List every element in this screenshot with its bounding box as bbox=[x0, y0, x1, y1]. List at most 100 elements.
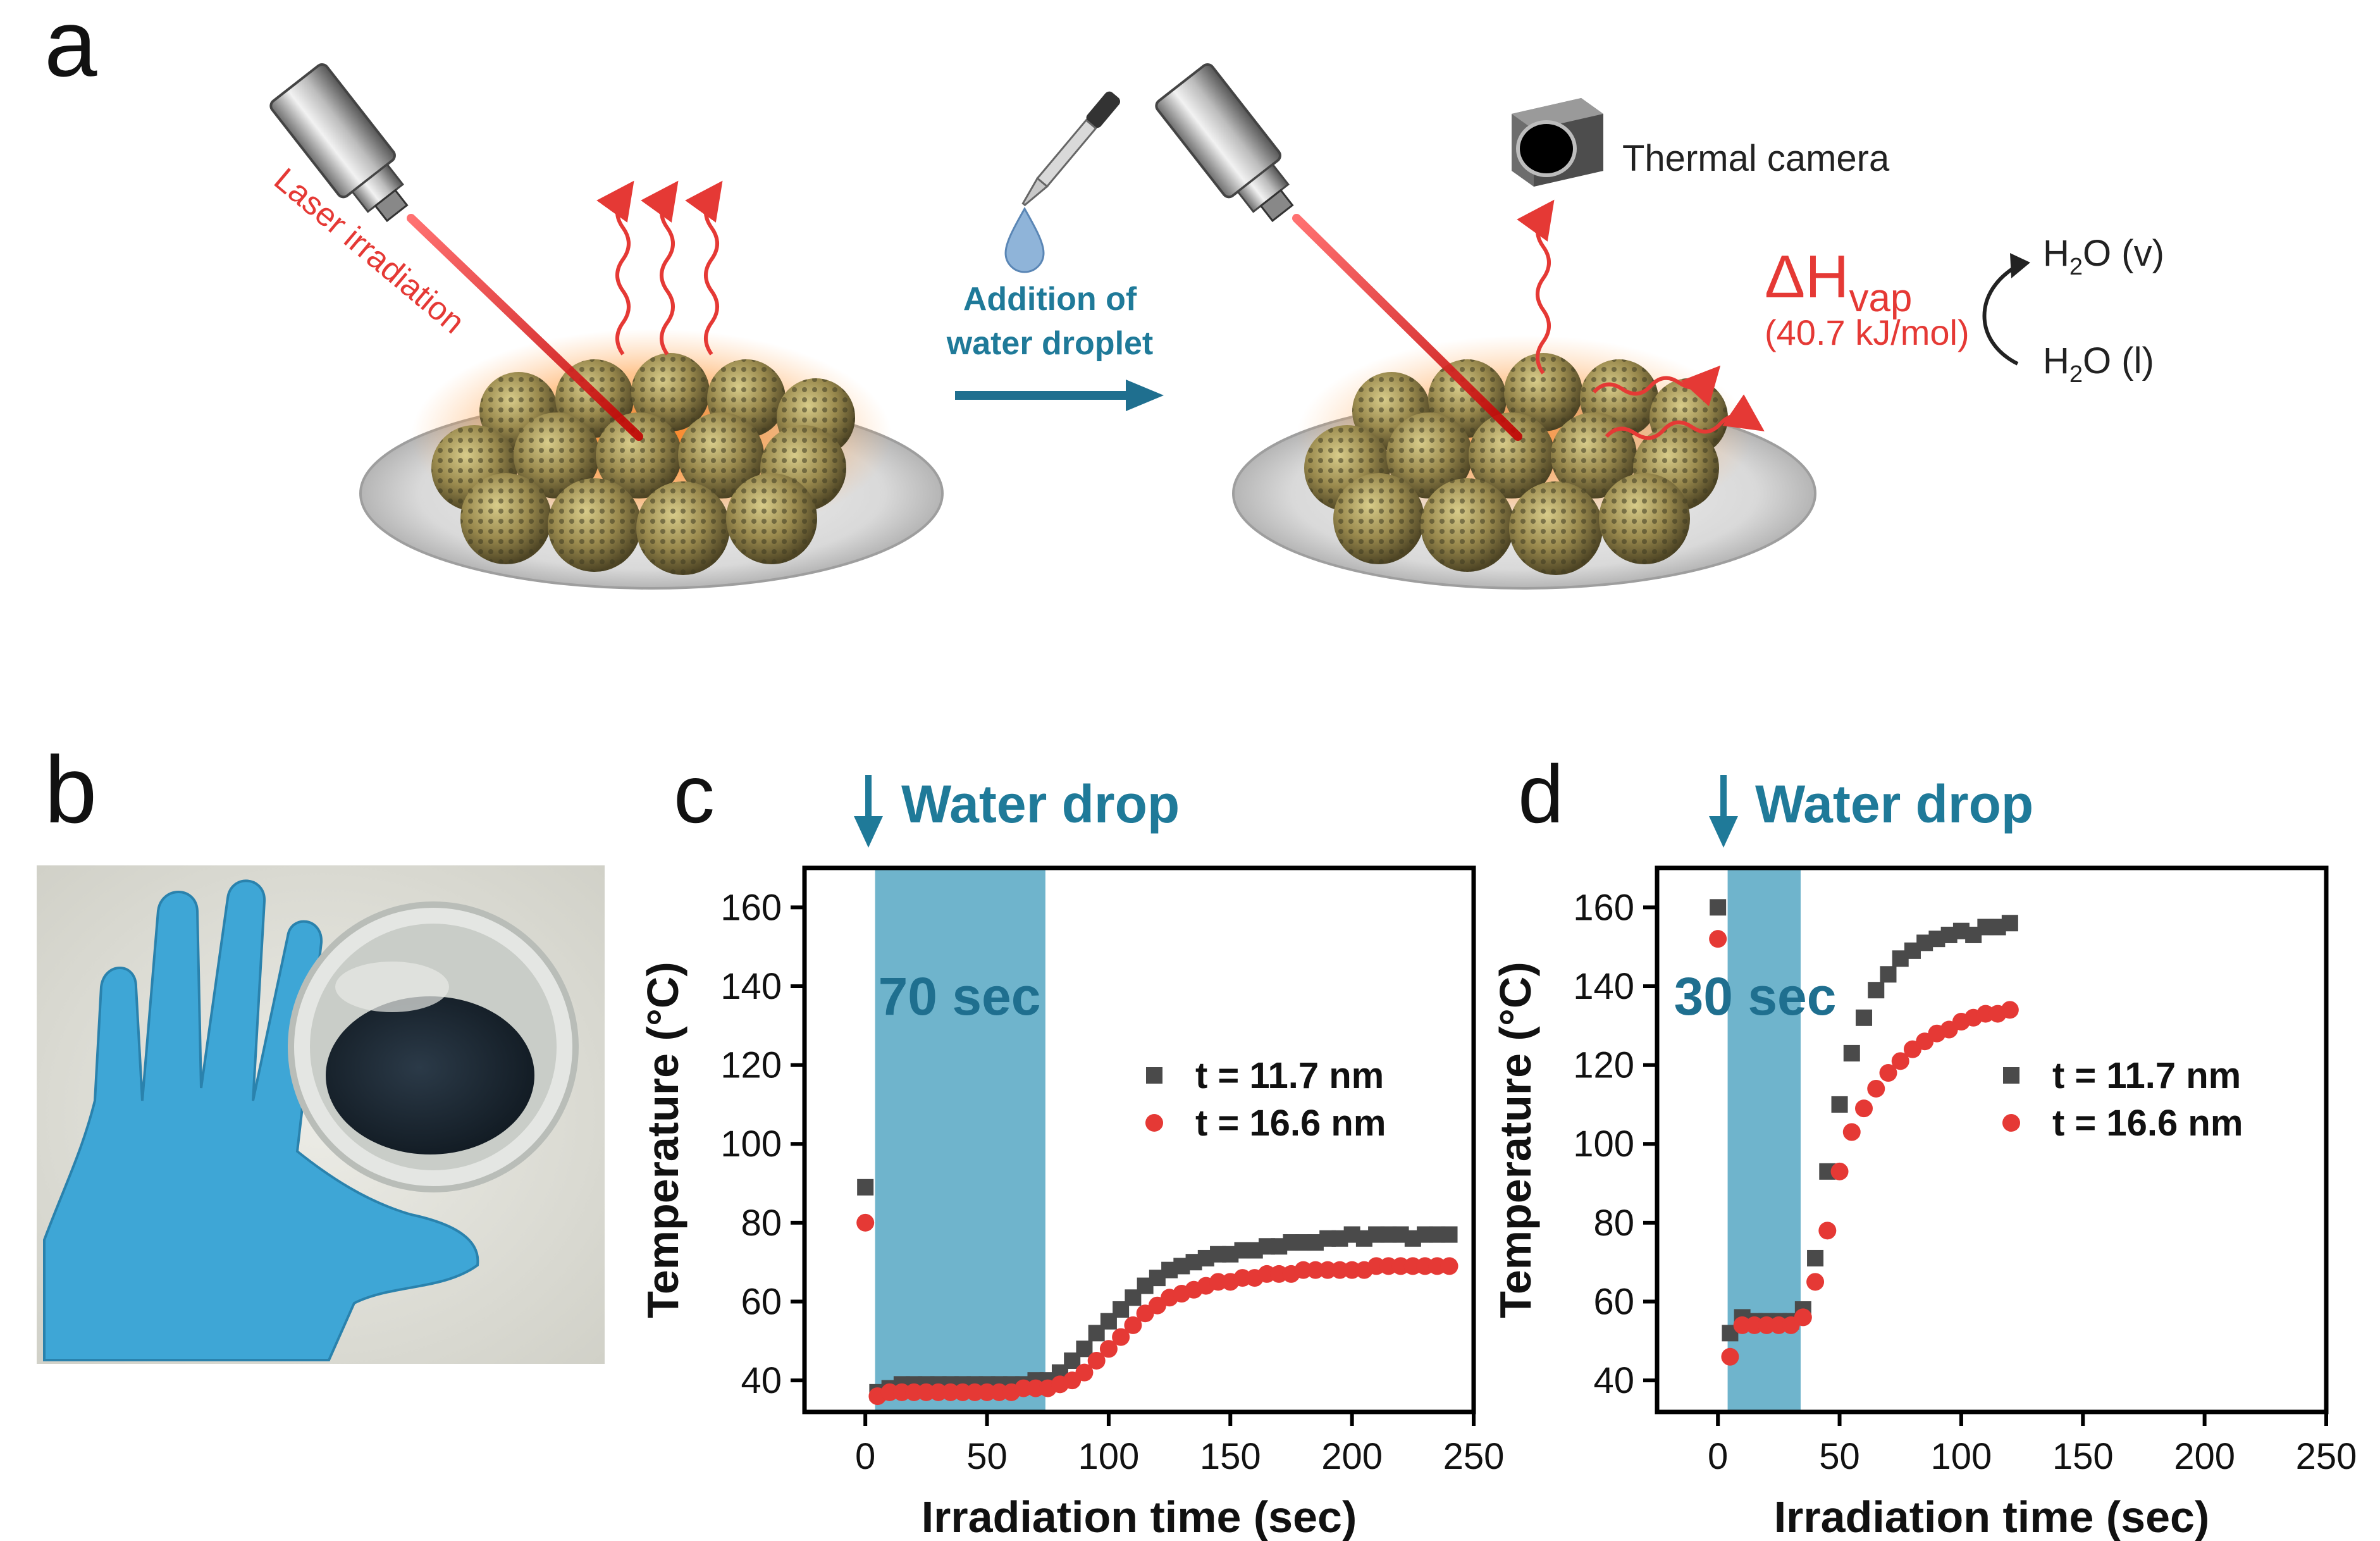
data-point-square bbox=[1868, 982, 1885, 999]
x-tick-label: 100 bbox=[1931, 1436, 1992, 1477]
data-point-circle bbox=[941, 1383, 959, 1401]
data-point-circle bbox=[917, 1383, 935, 1401]
laser-head-icon bbox=[1155, 63, 1294, 223]
legend-marker-circle bbox=[1145, 1114, 1163, 1132]
axes-layer: 0 50 100 150 200 250 40 60 80 100 120 140 160 bbox=[720, 887, 1504, 1477]
data-point-circle bbox=[1367, 1257, 1386, 1275]
x-tick-label: 150 bbox=[2052, 1436, 2114, 1477]
y-tick-label: 160 bbox=[1573, 887, 1634, 928]
data-point-square bbox=[1843, 1044, 1860, 1061]
data-point-square bbox=[1710, 899, 1727, 916]
data-point-circle bbox=[1428, 1257, 1446, 1275]
data-point-circle bbox=[856, 1213, 875, 1232]
y-tick-label: 140 bbox=[720, 966, 782, 1007]
glove-hand-icon bbox=[43, 879, 479, 1361]
laser-beam bbox=[407, 214, 643, 441]
series-layer bbox=[856, 1179, 1458, 1406]
data-point-circle bbox=[1770, 1316, 1788, 1334]
water-drop-label: Water drop bbox=[1755, 774, 2033, 834]
water-drop-icon bbox=[1004, 206, 1045, 273]
phase-change: H2O (v) H2O (l) bbox=[1982, 233, 2164, 388]
y-tick-label: 80 bbox=[741, 1203, 782, 1244]
data-point-circle bbox=[1027, 1379, 1045, 1397]
band-label: 70 sec bbox=[879, 967, 1041, 1026]
x-tick-label: 250 bbox=[2296, 1436, 2357, 1477]
data-point-circle bbox=[1257, 1265, 1276, 1283]
legend-marker-circle bbox=[2002, 1114, 2020, 1132]
data-point-circle bbox=[1440, 1257, 1458, 1275]
band-label: 30 sec bbox=[1674, 967, 1837, 1026]
water-drop-annotation: Water drop bbox=[1709, 774, 2033, 848]
data-point-circle bbox=[1794, 1308, 1812, 1327]
pipette-icon bbox=[1021, 91, 1121, 207]
data-point-circle bbox=[966, 1383, 984, 1401]
thermal-camera-icon bbox=[1512, 98, 1603, 187]
data-point-circle bbox=[1014, 1379, 1033, 1397]
y-tick-label: 120 bbox=[1573, 1045, 1634, 1086]
data-point-square bbox=[1880, 966, 1897, 983]
data-point-circle bbox=[1867, 1079, 1885, 1098]
panel-a: a bbox=[44, 0, 2164, 590]
step-arrow-head bbox=[1126, 380, 1164, 411]
data-point-circle bbox=[990, 1383, 1008, 1401]
chart-panel-d: d Water drop 30 sec 0 50 100 150 200 250 40 60 8… bbox=[1491, 748, 2357, 1541]
data-point-circle bbox=[2001, 1001, 2019, 1019]
camera-label: Thermal camera bbox=[1622, 138, 1890, 179]
data-point-circle bbox=[1891, 1052, 1909, 1070]
x-axis-label: Irradiation time (sec) bbox=[922, 1492, 1357, 1541]
nanoparticle-cluster-right bbox=[1304, 353, 1728, 575]
data-point-circle bbox=[1331, 1261, 1349, 1279]
data-point-circle bbox=[905, 1383, 923, 1401]
data-point-square bbox=[1831, 1096, 1848, 1113]
dh-subscript: vap bbox=[1849, 276, 1912, 320]
data-point-circle bbox=[1209, 1273, 1228, 1291]
legend-marker-square bbox=[1146, 1067, 1162, 1084]
data-point-circle bbox=[1391, 1257, 1410, 1275]
dh-symbol: ΔH bbox=[1765, 243, 1849, 311]
data-point-circle bbox=[1270, 1265, 1288, 1283]
data-point-circle bbox=[1112, 1328, 1130, 1346]
data-point-circle bbox=[1416, 1257, 1434, 1275]
y-tick-label: 60 bbox=[741, 1282, 782, 1323]
panel-b: b bbox=[37, 736, 605, 1364]
step-label-line1: Addition of bbox=[963, 281, 1137, 318]
x-tick-label: 200 bbox=[2174, 1436, 2235, 1477]
data-point-square bbox=[1807, 1249, 1824, 1266]
panel-label-a: a bbox=[44, 0, 97, 96]
data-point-circle bbox=[1806, 1273, 1825, 1291]
y-axis-label: Temperature (°C) bbox=[1491, 962, 1540, 1318]
data-point-circle bbox=[1830, 1162, 1849, 1180]
data-point-circle bbox=[1842, 1123, 1861, 1141]
data-point-square bbox=[2001, 915, 2018, 932]
data-point-square bbox=[1076, 1340, 1093, 1358]
x-tick-label: 50 bbox=[966, 1436, 1008, 1477]
panel-label-c: c bbox=[674, 748, 715, 840]
data-point-circle bbox=[1294, 1261, 1312, 1279]
phase-arrow bbox=[1982, 264, 2019, 366]
petri-dish-icon bbox=[288, 901, 579, 1192]
drop-band bbox=[875, 868, 1045, 1412]
chart-panel-c: c Water drop 70 sec 0 50 100 150 200 250 40 60 8… bbox=[638, 748, 1504, 1541]
data-point-circle bbox=[978, 1383, 996, 1401]
water-drop-label: Water drop bbox=[901, 774, 1180, 834]
enthalpy-label: ΔHvap (40.7 kJ/mol) bbox=[1765, 243, 1970, 352]
legend-label: t = 16.6 nm bbox=[1195, 1103, 1386, 1144]
data-point-circle bbox=[954, 1383, 972, 1401]
y-tick-label: 100 bbox=[1573, 1123, 1634, 1165]
step-addition: Addition of water droplet bbox=[946, 91, 1164, 411]
x-tick-label: 150 bbox=[1200, 1436, 1261, 1477]
data-point-circle bbox=[892, 1383, 911, 1401]
data-point-square bbox=[1441, 1226, 1458, 1243]
x-tick-label: 0 bbox=[855, 1436, 875, 1477]
data-point-circle bbox=[1709, 930, 1727, 948]
panel-label-d: d bbox=[1518, 748, 1563, 840]
data-point-circle bbox=[1233, 1269, 1252, 1287]
data-point-circle bbox=[1818, 1222, 1837, 1240]
laser-beam bbox=[1292, 214, 1522, 441]
y-tick-label: 40 bbox=[741, 1360, 782, 1401]
data-point-circle bbox=[1758, 1316, 1776, 1334]
water-vapor-label: H2O (v) bbox=[2043, 233, 2164, 280]
laser-head-icon bbox=[269, 63, 409, 223]
data-point-circle bbox=[1379, 1257, 1398, 1275]
data-point-circle bbox=[1343, 1261, 1361, 1279]
